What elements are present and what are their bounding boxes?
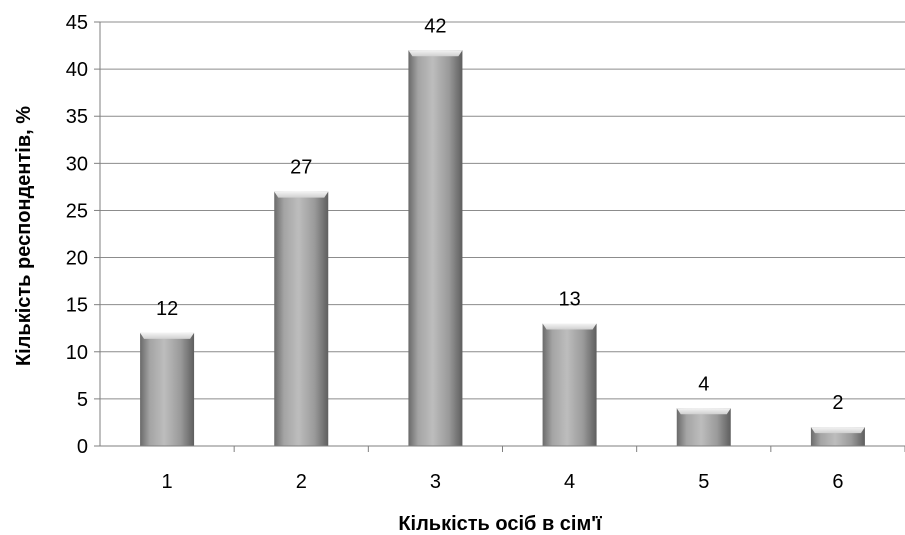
y-tick-label: 15 [66,295,88,317]
x-tick-label: 4 [564,471,575,493]
y-tick-label: 35 [66,106,88,128]
bar-cap [810,427,865,434]
data-label: 27 [290,157,312,179]
x-tick-label: 1 [162,471,173,493]
bar-cap [140,332,195,339]
x-tick-label: 3 [430,471,441,493]
x-tick-label: 6 [832,471,843,493]
bar [676,408,731,446]
y-axis-title: Кількість респондентів, % [13,106,35,366]
y-tick-label: 40 [66,59,88,81]
data-label: 42 [424,15,446,37]
bar [408,50,463,447]
x-axis-title: Кількість осіб в сім'ї [398,513,602,535]
y-tick-label: 25 [66,200,88,222]
data-label: 13 [558,289,580,311]
bar-cap [408,50,463,57]
bar [140,332,195,446]
data-label: 12 [156,298,178,320]
bar-cap [542,323,597,330]
data-label: 2 [832,392,843,414]
y-tick-label: 20 [66,248,88,270]
x-tick-label: 2 [296,471,307,493]
gridlines [100,21,905,400]
bar-cap [274,191,329,198]
bar [542,323,597,446]
y-tick-label: 5 [77,389,88,411]
data-label: 4 [698,373,709,395]
y-tick-label: 30 [66,153,88,175]
bar-cap [676,408,731,415]
x-tick-label: 5 [698,471,709,493]
y-tick-label: 0 [77,436,88,458]
y-tick-label: 10 [66,342,88,364]
bars [140,50,865,447]
y-tick-label: 45 [66,12,88,34]
bar [274,191,329,446]
